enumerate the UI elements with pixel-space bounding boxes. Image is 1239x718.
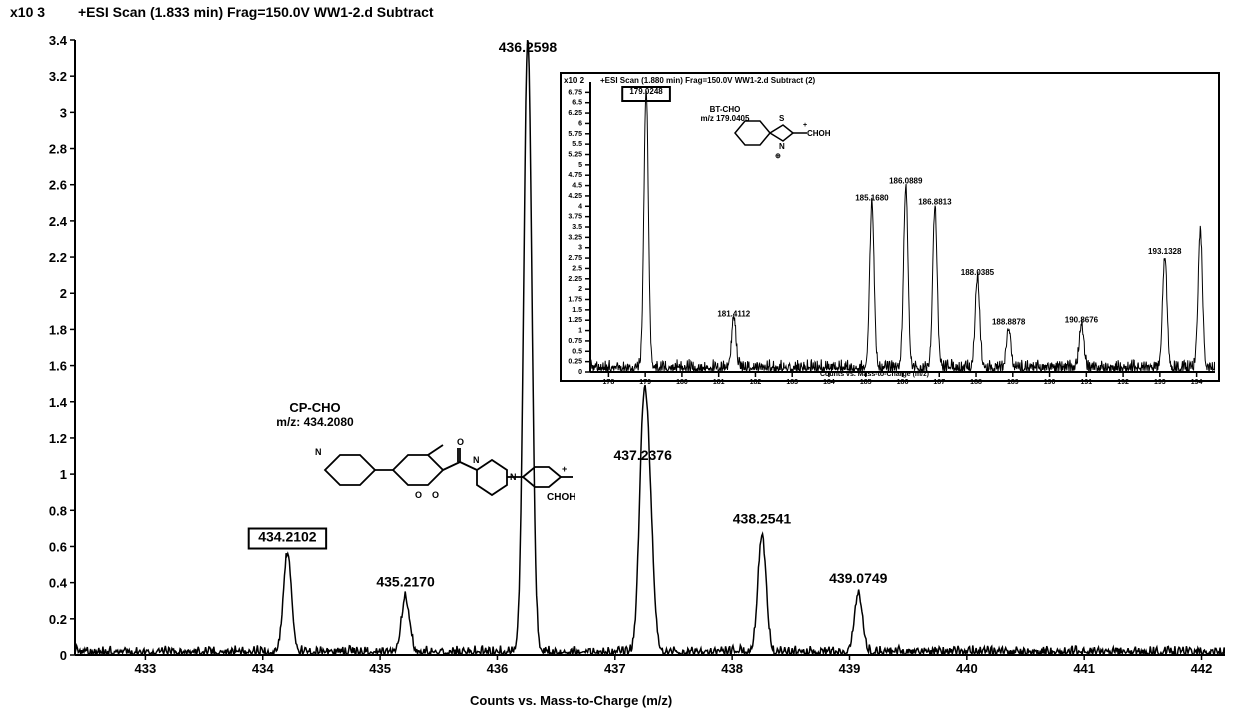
svg-text:2.5: 2.5	[572, 265, 582, 272]
peak-label: 181.4112	[717, 309, 750, 318]
svg-text:189: 189	[1007, 379, 1019, 386]
svg-text:186: 186	[897, 379, 909, 386]
svg-text:188: 188	[970, 379, 982, 386]
svg-text:S: S	[779, 114, 785, 123]
svg-text:CHOH: CHOH	[807, 129, 831, 138]
svg-text:6.25: 6.25	[568, 110, 582, 117]
svg-text:185: 185	[860, 379, 872, 386]
svg-text:3: 3	[578, 245, 582, 252]
svg-text:184: 184	[823, 379, 835, 386]
svg-text:6: 6	[578, 120, 582, 127]
peak-label: 185.1680	[855, 193, 889, 202]
svg-text:0.5: 0.5	[572, 348, 582, 355]
svg-text:2.25: 2.25	[568, 276, 582, 283]
svg-text:5.25: 5.25	[568, 152, 582, 159]
svg-text:5.5: 5.5	[572, 141, 582, 148]
svg-text:1.25: 1.25	[568, 317, 582, 324]
svg-text:0.25: 0.25	[568, 359, 582, 366]
inset-compound-block: S N ⊕ CHOH + BT-CHO m/z 179.0405	[665, 105, 785, 123]
peak-label: 188.0385	[961, 268, 995, 277]
svg-text:193: 193	[1154, 379, 1166, 386]
svg-text:2.75: 2.75	[568, 255, 582, 262]
svg-text:3.75: 3.75	[568, 214, 582, 221]
svg-text:182: 182	[750, 379, 762, 386]
peak-label: 179.0248	[629, 87, 663, 96]
svg-text:+: +	[803, 122, 807, 129]
svg-text:4.75: 4.75	[568, 172, 582, 179]
inset-chart-svg: 0 0.25 0.5 0.75 1 1.25 1.5 1.75 2 2.25 2.5 2.75 3 3.2…	[0, 0, 1239, 718]
peak-label: 193.1328	[1148, 247, 1182, 256]
svg-text:⊕: ⊕	[775, 153, 781, 160]
svg-text:1.75: 1.75	[568, 297, 582, 304]
svg-text:178: 178	[603, 379, 615, 386]
svg-text:0: 0	[578, 369, 582, 376]
peak-label: 190.8676	[1065, 316, 1099, 325]
peak-label: 188.8878	[992, 318, 1026, 327]
peak-label: 186.8813	[918, 197, 952, 206]
svg-text:3.5: 3.5	[572, 224, 582, 231]
svg-text:1.5: 1.5	[572, 307, 582, 314]
svg-text:194: 194	[1191, 379, 1203, 386]
svg-text:6.5: 6.5	[572, 100, 582, 107]
svg-text:192: 192	[1117, 379, 1129, 386]
svg-text:181: 181	[713, 379, 725, 386]
svg-text:2: 2	[578, 286, 582, 293]
svg-text:179: 179	[639, 379, 651, 386]
molecule-bt-cho: S N ⊕ CHOH +	[725, 105, 845, 160]
svg-text:190: 190	[1044, 379, 1056, 386]
svg-text:1: 1	[578, 328, 582, 335]
svg-text:N: N	[779, 142, 785, 151]
svg-text:4: 4	[578, 203, 582, 210]
svg-text:5: 5	[578, 162, 582, 169]
svg-text:187: 187	[933, 379, 945, 386]
svg-text:4.5: 4.5	[572, 183, 582, 190]
svg-text:5.75: 5.75	[568, 131, 582, 138]
svg-text:0.75: 0.75	[568, 338, 582, 345]
svg-text:6.75: 6.75	[568, 89, 582, 96]
svg-text:183: 183	[786, 379, 798, 386]
peak-label: 186.0889	[889, 177, 923, 186]
svg-text:4.25: 4.25	[568, 193, 582, 200]
svg-text:3.25: 3.25	[568, 234, 582, 241]
svg-text:180: 180	[676, 379, 688, 386]
svg-text:191: 191	[1080, 379, 1092, 386]
